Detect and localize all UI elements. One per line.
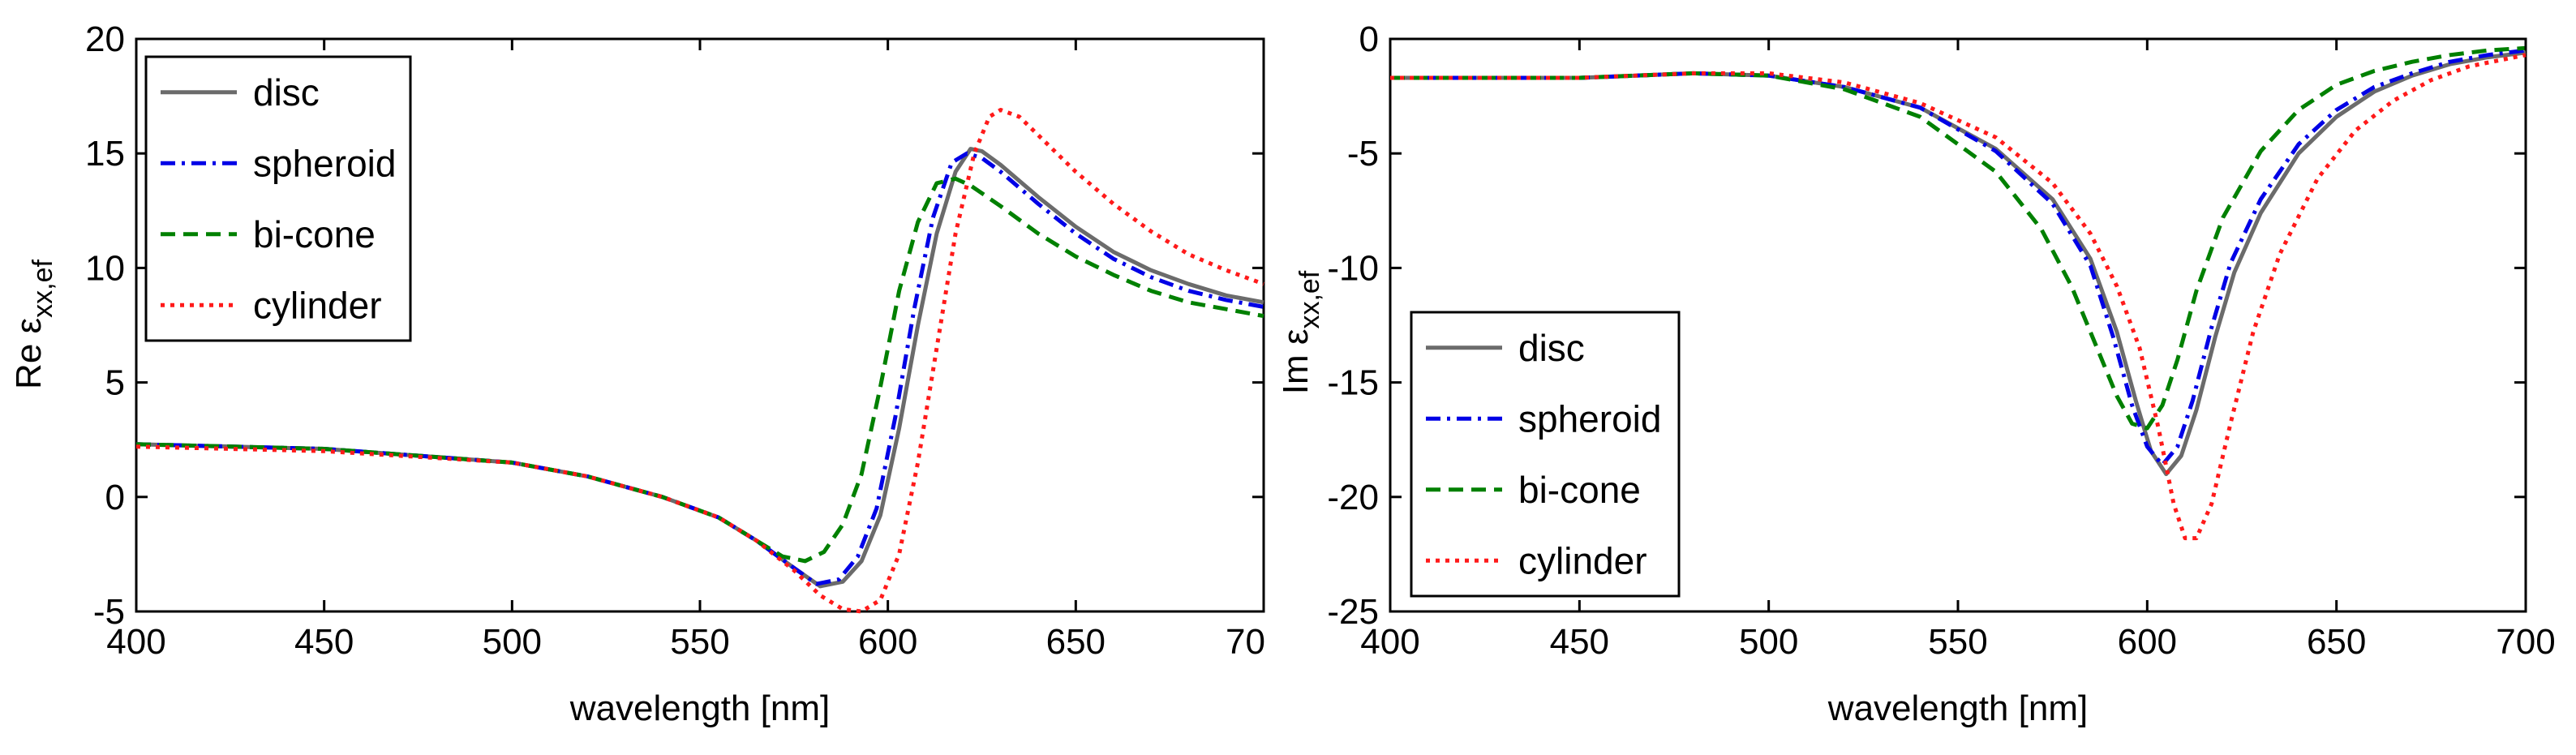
y-tick-label: -5 xyxy=(1347,134,1379,174)
x-tick-label: 700 xyxy=(2496,622,2555,662)
x-tick-label: 600 xyxy=(2118,622,2177,662)
legend-box xyxy=(1410,311,1681,598)
legend-label-spheroid: spheroid xyxy=(1518,397,1661,440)
x-tick-label: 70 xyxy=(1226,622,1265,662)
series-line-spheroid xyxy=(135,151,1264,586)
x-tick-label: 500 xyxy=(483,622,542,662)
x-tick-label: 450 xyxy=(294,622,354,662)
x-axis-title: wavelength [nm] xyxy=(569,689,830,728)
legend-label-spheroid: spheroid xyxy=(253,142,396,184)
legend-label-bi-cone: bi-cone xyxy=(1518,469,1641,511)
y-tick-label: -25 xyxy=(1327,592,1379,632)
y-axis-title-subscript: xx,ef xyxy=(1294,270,1325,328)
y-axis-title-subscript: xx,ef xyxy=(28,260,58,318)
y-tick-label: 5 xyxy=(105,363,125,403)
legend-label-cylinder: cylinder xyxy=(1518,539,1647,581)
y-tick-label: -10 xyxy=(1327,248,1379,288)
legend-label-disc: disc xyxy=(253,71,320,114)
x-axis-title: wavelength [nm] xyxy=(1827,689,2088,728)
x-tick-label: 450 xyxy=(1550,622,1609,662)
y-tick-label: 15 xyxy=(85,134,125,174)
legend-box xyxy=(144,55,412,342)
series-line-spheroid xyxy=(1390,48,2527,467)
y-tick-label: 0 xyxy=(1359,19,1379,59)
y-tick-label: 0 xyxy=(105,478,125,517)
legend-label-cylinder: cylinder xyxy=(253,284,382,326)
series-line-disc xyxy=(135,147,1264,589)
series-line-bi-cone xyxy=(135,176,1264,564)
legend: disc spheroid bi-cone cylinder xyxy=(144,55,412,342)
y-tick-label: 10 xyxy=(85,248,125,288)
y-tick-label: -20 xyxy=(1327,478,1379,517)
y-axis-title: Im εxx,ef xyxy=(1276,270,1325,394)
x-tick-label: 400 xyxy=(1360,622,1419,662)
y-tick-label: -5 xyxy=(93,592,125,632)
re-epsilon-chart: 400 450 500 550 600 650 70 -5 0 5 10 15 20 wavelength… xyxy=(9,19,1265,728)
x-tick-label: 550 xyxy=(670,622,729,662)
y-tick-label: -15 xyxy=(1327,363,1379,403)
x-tick-label: 650 xyxy=(2307,622,2366,662)
series-line-bi-cone xyxy=(1390,45,2527,431)
x-tick-label: 600 xyxy=(858,622,917,662)
x-tick-label: 500 xyxy=(1739,622,1798,662)
x-tick-label: 550 xyxy=(1928,622,1987,662)
y-axis-title: Re εxx,ef xyxy=(9,260,58,389)
x-tick-label: 400 xyxy=(106,622,165,662)
legend: disc spheroid bi-cone cylinder xyxy=(1410,311,1681,598)
im-epsilon-chart: 400 450 500 550 600 650 700 -25 -20 -15 -10 -5 0 wave… xyxy=(1276,19,2556,728)
x-tick-label: 650 xyxy=(1046,622,1106,662)
y-tick-label: 20 xyxy=(85,19,125,59)
legend-label-bi-cone: bi-cone xyxy=(253,213,376,255)
legend-label-disc: disc xyxy=(1518,327,1585,369)
